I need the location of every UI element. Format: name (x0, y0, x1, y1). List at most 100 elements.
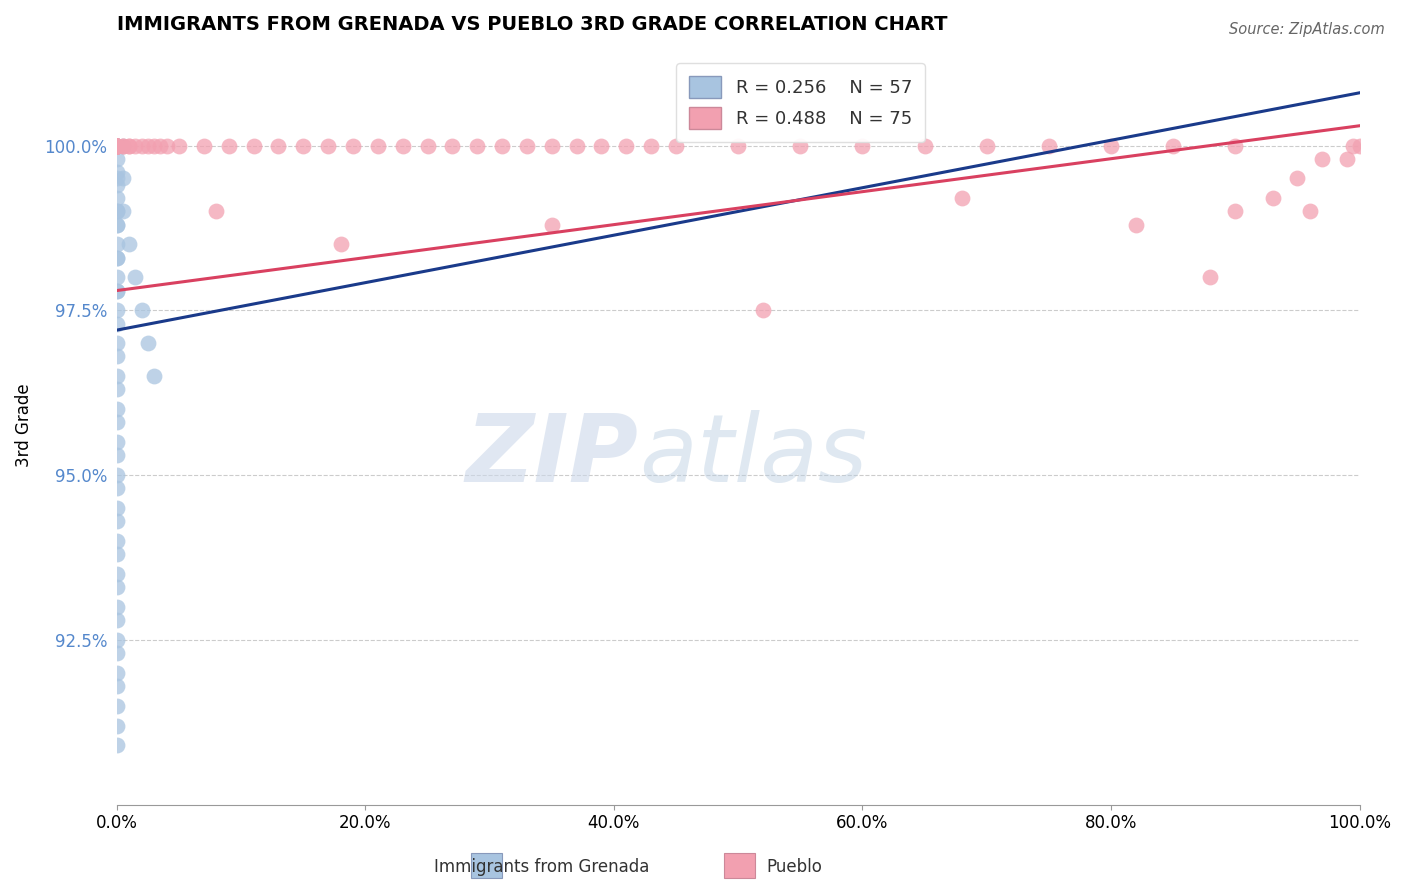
Text: Immigrants from Grenada: Immigrants from Grenada (433, 858, 650, 876)
Point (1038, 138, 1060, 153)
Point (727, 138, 749, 153)
Text: ZIP: ZIP (465, 410, 638, 502)
Point (105, 138, 128, 153)
Point (105, 138, 128, 153)
Point (105, 739, 128, 753)
Point (105, 448, 128, 462)
Point (136, 336, 159, 351)
Point (329, 237, 352, 252)
Point (105, 138, 128, 153)
Point (105, 679, 128, 693)
Point (205, 204, 228, 219)
Point (105, 514, 128, 528)
Text: IMMIGRANTS FROM GRENADA VS PUEBLO 3RD GRADE CORRELATION CHART: IMMIGRANTS FROM GRENADA VS PUEBLO 3RD GR… (117, 15, 948, 34)
Point (105, 698, 128, 713)
Point (1336, 152, 1358, 166)
Point (565, 138, 588, 153)
Point (105, 534, 128, 549)
Point (105, 218, 128, 232)
Point (118, 237, 141, 252)
Point (105, 270, 128, 285)
Legend: R = 0.256    N = 57, R = 0.488    N = 75: R = 0.256 N = 57, R = 0.488 N = 75 (676, 63, 925, 142)
Point (131, 303, 153, 318)
Point (105, 580, 128, 594)
Point (105, 547, 128, 561)
Point (516, 138, 538, 153)
Point (105, 383, 128, 397)
Point (118, 138, 141, 153)
Point (131, 138, 153, 153)
Point (105, 165, 128, 179)
Point (105, 402, 128, 417)
Point (105, 138, 128, 153)
Point (105, 138, 128, 153)
Point (316, 138, 339, 153)
Point (1225, 138, 1247, 153)
Point (105, 599, 128, 614)
Point (105, 501, 128, 516)
Point (136, 138, 159, 153)
Point (105, 284, 128, 298)
Point (105, 138, 128, 153)
Point (105, 468, 128, 483)
Point (1199, 270, 1222, 285)
Point (105, 191, 128, 205)
Point (851, 138, 873, 153)
Point (540, 218, 562, 232)
Point (591, 138, 613, 153)
Point (614, 138, 637, 153)
Point (1299, 204, 1322, 219)
Text: Source: ZipAtlas.com: Source: ZipAtlas.com (1229, 22, 1385, 37)
Point (105, 646, 128, 660)
Bar (471, 853, 502, 878)
Point (112, 171, 135, 186)
Point (105, 284, 128, 298)
Point (105, 350, 128, 364)
Point (1099, 138, 1122, 153)
Point (1261, 191, 1284, 205)
Point (665, 138, 688, 153)
Point (976, 138, 998, 153)
Point (105, 138, 128, 153)
Point (752, 303, 775, 318)
Point (143, 138, 166, 153)
Point (105, 566, 128, 581)
Point (1161, 138, 1184, 153)
Point (218, 138, 240, 153)
Point (112, 138, 135, 153)
Point (105, 152, 128, 166)
Point (1348, 138, 1371, 153)
Point (105, 613, 128, 627)
Bar (724, 853, 755, 878)
Point (105, 336, 128, 351)
Point (105, 138, 128, 153)
Point (105, 204, 128, 219)
Y-axis label: 3rd Grade: 3rd Grade (15, 384, 32, 467)
Point (914, 138, 936, 153)
Point (112, 138, 135, 153)
Point (789, 138, 811, 153)
Point (105, 718, 128, 732)
Point (105, 481, 128, 495)
Point (105, 138, 128, 153)
Point (143, 369, 166, 384)
Point (105, 369, 128, 384)
Text: Pueblo: Pueblo (766, 858, 823, 876)
Point (416, 138, 439, 153)
Point (105, 251, 128, 265)
Point (105, 632, 128, 647)
Point (124, 138, 146, 153)
Point (465, 138, 488, 153)
Point (491, 138, 513, 153)
Text: atlas: atlas (638, 410, 868, 501)
Point (105, 303, 128, 318)
Point (118, 138, 141, 153)
Point (105, 138, 128, 153)
Point (950, 191, 973, 205)
Point (105, 171, 128, 186)
Point (242, 138, 264, 153)
Point (105, 178, 128, 192)
Point (1310, 152, 1333, 166)
Point (105, 138, 128, 153)
Point (342, 138, 364, 153)
